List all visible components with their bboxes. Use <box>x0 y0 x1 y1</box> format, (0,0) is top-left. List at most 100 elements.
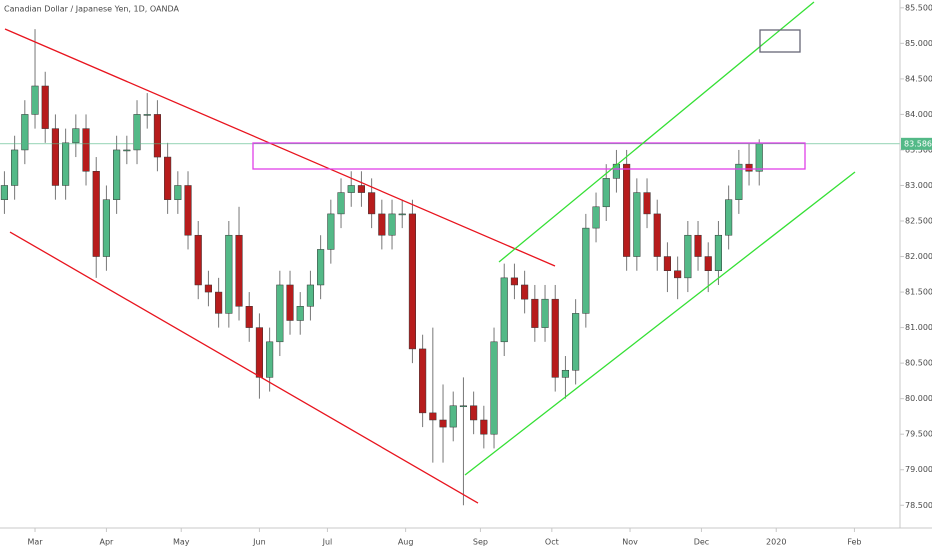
candle-body <box>51 128 59 186</box>
candle-body <box>612 163 620 179</box>
candle-body <box>102 199 110 257</box>
candle-body <box>653 213 661 257</box>
candle-body <box>388 213 396 236</box>
candle-body <box>164 156 172 200</box>
candle-body <box>602 178 610 208</box>
candle-body <box>306 284 314 307</box>
candle-body <box>21 114 29 151</box>
candle-body <box>439 419 447 428</box>
y-tick-label: 85.000 <box>905 39 932 48</box>
y-tick-label: 80.000 <box>905 394 932 403</box>
candle-body <box>113 149 121 200</box>
candle-body <box>541 298 549 328</box>
candle-body <box>276 284 284 343</box>
y-tick-label: 78.500 <box>905 501 932 510</box>
candle-body <box>470 405 478 421</box>
chart-title: Canadian Dollar / Japanese Yen, 1D, OAND… <box>4 5 179 14</box>
x-tick-label: Jun <box>252 538 266 547</box>
candle-body <box>245 306 253 328</box>
candle-body <box>82 128 90 172</box>
candle-body <box>408 213 416 350</box>
candle-body <box>592 206 600 229</box>
candle-body <box>623 163 631 257</box>
candle-body <box>735 163 743 200</box>
y-tick-label: 82.000 <box>905 252 932 261</box>
candle-body <box>143 114 151 116</box>
x-tick-label: Feb <box>847 538 861 547</box>
y-tick-label: 85.500 <box>905 3 932 12</box>
target-rect <box>759 29 801 53</box>
candle-body <box>684 234 692 279</box>
x-tick-label: Mar <box>27 538 43 547</box>
candle-body <box>378 213 386 236</box>
candle-body <box>225 234 233 314</box>
candle-body <box>398 213 406 216</box>
y-tick-label: 84.000 <box>905 110 932 119</box>
candle-body <box>694 234 702 257</box>
plot <box>0 29 900 506</box>
candle-body <box>31 85 39 115</box>
y-tick-label: 83.500 <box>905 145 932 154</box>
candle-body <box>725 199 733 236</box>
candle-body <box>480 419 488 435</box>
candle-body <box>500 277 508 343</box>
last-price-box <box>901 137 932 150</box>
candle-body <box>296 306 304 321</box>
candle-body <box>704 256 712 272</box>
candle-body <box>531 298 539 328</box>
candle-body <box>184 185 192 236</box>
candle-body <box>266 341 274 378</box>
candle-body <box>459 405 467 408</box>
candle-body <box>674 270 682 279</box>
x-tick-label: 2020 <box>766 538 786 547</box>
candle-body <box>449 405 457 428</box>
candle-body <box>0 185 8 200</box>
candle-body <box>633 192 641 257</box>
candle-body <box>337 192 345 215</box>
y-tick-label: 79.000 <box>905 465 932 474</box>
x-tick-label: Jul <box>322 538 333 547</box>
candle-body <box>255 327 263 378</box>
y-tick-label: 82.500 <box>905 217 932 226</box>
candle-body <box>194 234 202 286</box>
axes: 78.500 79.000 79.500 80.000 80.500 81.000 81.5… <box>27 3 932 547</box>
y-tick-label: 83.000 <box>905 181 932 190</box>
trendline <box>9 231 479 504</box>
candle-body <box>521 284 529 300</box>
candle-body <box>561 369 569 378</box>
x-tick-label: Sep <box>473 538 488 547</box>
last-price-label: 83.586 <box>904 139 932 148</box>
candle-body <box>92 171 100 257</box>
zone-rect <box>252 142 806 170</box>
candle-body <box>643 192 651 215</box>
candle-body <box>419 348 427 414</box>
x-tick-label: Aug <box>398 538 414 547</box>
x-tick-label: Dec <box>694 538 709 547</box>
y-tick-label: 81.500 <box>905 288 932 297</box>
trendline <box>4 28 556 267</box>
drawings <box>4 1 856 504</box>
candle-body <box>714 234 723 272</box>
y-tick-label: 80.500 <box>905 359 932 368</box>
candle-body <box>327 213 335 250</box>
candle-body <box>41 85 49 129</box>
candle-body <box>357 185 365 193</box>
y-tick-label: 84.500 <box>905 74 932 83</box>
candle-body <box>429 412 437 421</box>
candle-body <box>11 149 19 186</box>
candle-body <box>123 149 131 152</box>
x-tick-label: May <box>173 538 190 547</box>
candle-body <box>510 277 518 286</box>
candle-body <box>174 185 182 200</box>
trendline <box>498 1 815 263</box>
candle-body <box>204 284 212 293</box>
candle-body <box>755 143 763 172</box>
x-tick-label: Nov <box>622 538 638 547</box>
y-tick-label: 79.500 <box>905 430 932 439</box>
candle-body <box>133 114 141 151</box>
candle-body <box>347 185 355 193</box>
candle-body <box>745 163 753 172</box>
candle-body <box>572 313 580 371</box>
x-tick-label: Oct <box>545 538 559 547</box>
